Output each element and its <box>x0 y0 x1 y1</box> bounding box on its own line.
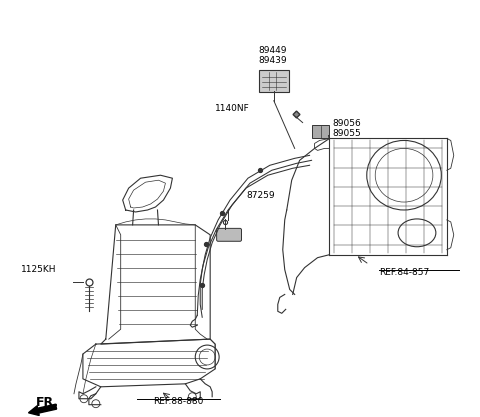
FancyBboxPatch shape <box>259 70 288 92</box>
Text: FR.: FR. <box>36 396 60 409</box>
Text: 1125KH: 1125KH <box>21 265 57 274</box>
Text: REF.88-880: REF.88-880 <box>153 397 204 406</box>
FancyBboxPatch shape <box>312 125 329 138</box>
Text: 1140NF: 1140NF <box>215 104 250 113</box>
Text: REF.84-857: REF.84-857 <box>379 268 430 276</box>
Text: 89056
89055: 89056 89055 <box>333 118 361 138</box>
FancyBboxPatch shape <box>216 229 241 241</box>
Text: 87259: 87259 <box>246 191 275 200</box>
FancyArrow shape <box>28 404 57 415</box>
Text: 89449
89439: 89449 89439 <box>258 46 287 65</box>
